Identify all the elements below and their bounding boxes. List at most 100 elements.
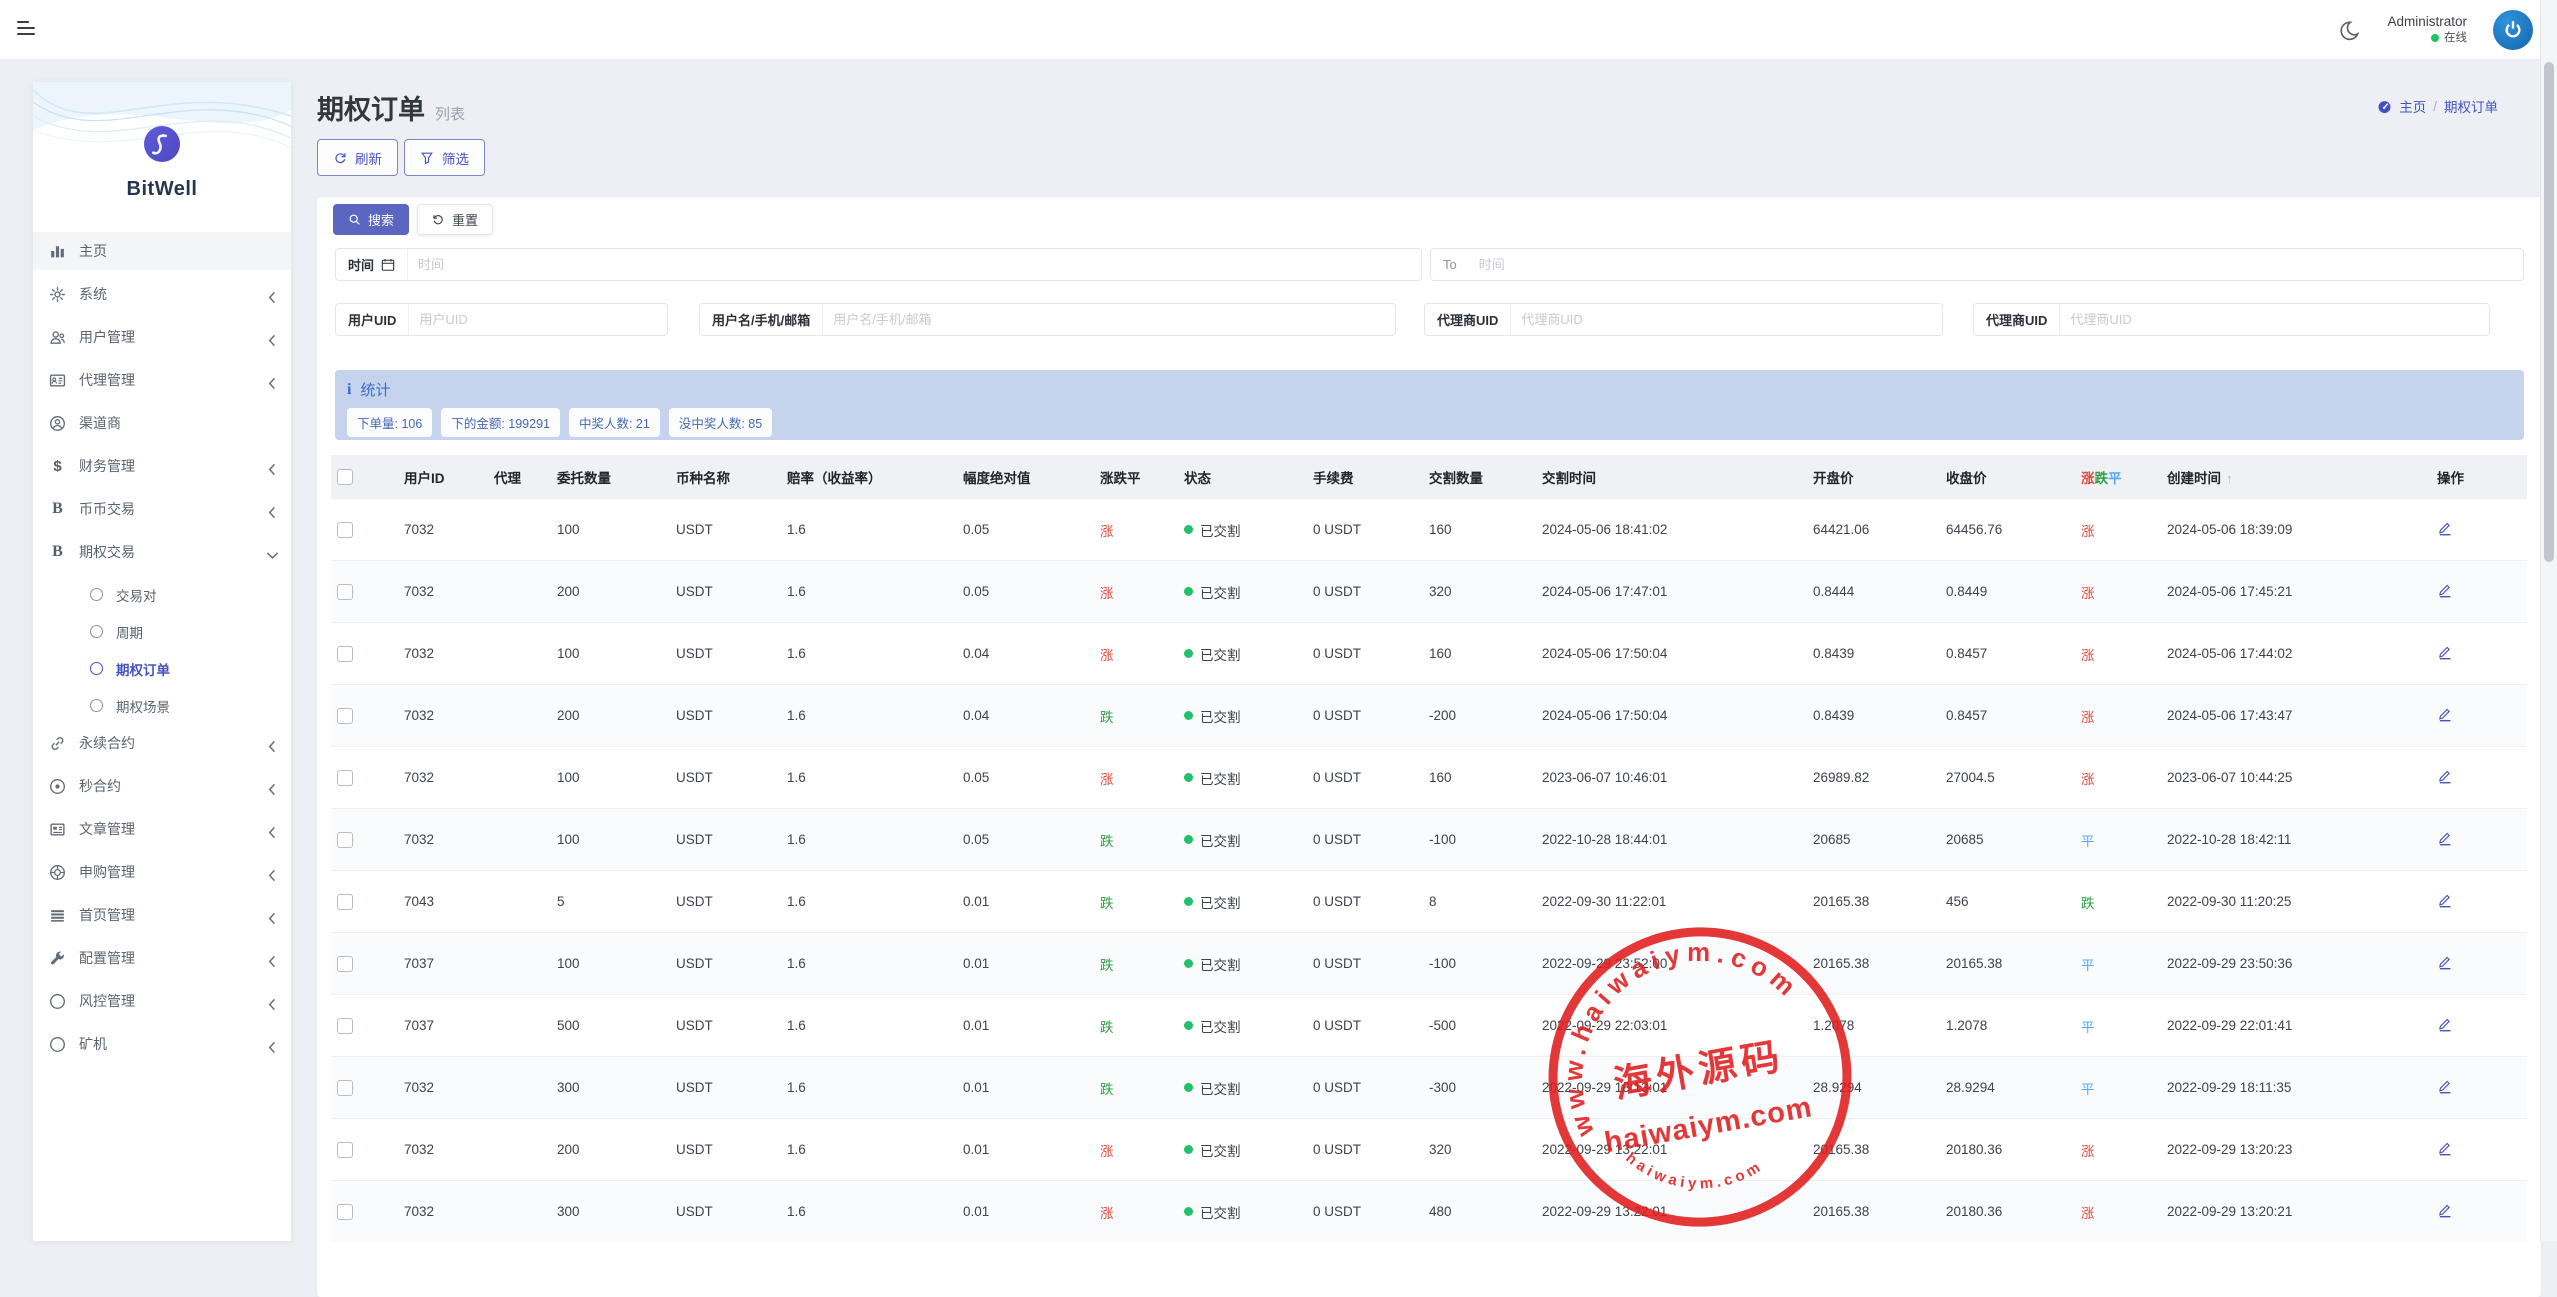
filter-input-user_uid[interactable]	[409, 304, 667, 335]
column-header[interactable]: 收盘价	[1940, 455, 2075, 499]
cell-range: 0.01	[957, 994, 1094, 1057]
search-button[interactable]: 搜索	[333, 204, 410, 235]
edit-order-button[interactable]	[2437, 644, 2453, 661]
row-checkbox[interactable]	[337, 1203, 353, 1220]
row-checkbox[interactable]	[337, 955, 353, 972]
filter-group-user_name: 用户名/手机/邮箱	[699, 303, 1396, 336]
status-dot-icon	[1184, 711, 1193, 720]
dark-mode-icon[interactable]	[2339, 19, 2361, 41]
sidebar-item-risk[interactable]: 风控管理	[33, 982, 291, 1020]
row-checkbox[interactable]	[337, 1079, 353, 1096]
sidebar-subitem-pairs[interactable]: 交易对	[33, 576, 291, 613]
edit-order-button[interactable]	[2437, 706, 2453, 723]
column-header[interactable]: 创建时间 ↑	[2161, 455, 2431, 499]
sidebar-item-finance[interactable]: $ 财务管理	[33, 447, 291, 485]
sidebar-item-home[interactable]: 主页	[33, 232, 291, 270]
row-checkbox[interactable]	[337, 769, 353, 786]
funnel-icon	[420, 151, 434, 165]
sidebar-item-config[interactable]: 配置管理	[33, 939, 291, 977]
row-checkbox[interactable]	[337, 831, 353, 848]
sidebar-subitem-period[interactable]: 周期	[33, 613, 291, 650]
sidebar-item-homepage[interactable]: 首页管理	[33, 896, 291, 934]
sidebar-item-channel[interactable]: 渠道商	[33, 404, 291, 442]
row-checkbox[interactable]	[337, 707, 353, 724]
filter-input-agent_uid_1[interactable]	[1511, 304, 1942, 335]
sidebar-item-spot[interactable]: B 币币交易	[33, 490, 291, 528]
edit-order-button[interactable]	[2437, 954, 2453, 971]
row-checkbox[interactable]	[337, 1141, 353, 1158]
user-name: Administrator	[2387, 14, 2467, 30]
sidebar-item-subscribe[interactable]: 申购管理	[33, 853, 291, 891]
sidebar-subitem-label: 周期	[116, 625, 143, 641]
edit-order-button[interactable]	[2437, 1202, 2453, 1219]
edit-order-button[interactable]	[2437, 1016, 2453, 1033]
user-avatar[interactable]	[2493, 9, 2533, 50]
sidebar-item-miner[interactable]: 矿机	[33, 1025, 291, 1063]
sort-asc-icon[interactable]: ↑	[2226, 470, 2233, 486]
reset-button[interactable]: 重置	[417, 204, 494, 235]
sidebar-item-agents[interactable]: 代理管理	[33, 361, 291, 399]
select-all-checkbox[interactable]	[337, 468, 353, 485]
sidebar-item-system[interactable]: 系统	[33, 275, 291, 313]
menu-toggle-icon[interactable]	[17, 21, 35, 36]
filter-input-agent_uid_2[interactable]	[2060, 304, 2489, 335]
column-header[interactable]: 操作	[2431, 455, 2527, 499]
cell-range: 0.05	[957, 808, 1094, 871]
column-header[interactable]: 交割时间	[1536, 455, 1807, 499]
cell-coin: USDT	[670, 746, 781, 809]
vertical-scrollbar[interactable]	[2540, 0, 2557, 1241]
refresh-icon	[333, 151, 347, 165]
user-info[interactable]: Administrator 在线	[2387, 13, 2467, 45]
column-header[interactable]: 委托数量	[551, 455, 670, 499]
column-header[interactable]: 开盘价	[1807, 455, 1940, 499]
sidebar-subitem-option-scene[interactable]: 期权场景	[33, 687, 291, 724]
cell-close-price: 1.2078	[1940, 994, 2075, 1057]
row-checkbox[interactable]	[337, 583, 353, 600]
edit-order-button[interactable]	[2437, 1140, 2453, 1157]
column-header[interactable]: 用户ID	[398, 455, 488, 499]
cell-agent	[488, 870, 551, 933]
edit-order-button[interactable]	[2437, 892, 2453, 909]
sidebar-item-label: 期权交易	[79, 544, 135, 560]
row-checkbox[interactable]	[337, 893, 353, 910]
column-header[interactable]: 交割数量	[1423, 455, 1536, 499]
breadcrumb-home[interactable]: 主页	[2399, 100, 2427, 115]
edit-order-button[interactable]	[2437, 768, 2453, 785]
column-header[interactable]: 代理	[488, 455, 551, 499]
sidebar-item-perpetual[interactable]: 永续合约	[33, 724, 291, 762]
column-header[interactable]: 幅度绝对值	[957, 455, 1094, 499]
column-header[interactable]: 状态	[1178, 455, 1307, 499]
refresh-button[interactable]: 刷新	[317, 139, 398, 176]
row-checkbox[interactable]	[337, 645, 353, 662]
cell-uid: 7032	[398, 560, 488, 623]
column-header[interactable]: 涨跌平	[1094, 455, 1178, 499]
cell-odds: 1.6	[781, 684, 957, 747]
reset-icon	[432, 213, 445, 226]
edit-order-button[interactable]	[2437, 1078, 2453, 1095]
sidebar-item-options[interactable]: B 期权交易	[33, 533, 291, 571]
edit-order-button[interactable]	[2437, 830, 2453, 847]
filter-input-user_name[interactable]	[823, 304, 1395, 335]
row-checkbox[interactable]	[337, 1017, 353, 1034]
sidebar-item-label: 系统	[79, 286, 107, 302]
sidebar-item-seconds[interactable]: 秒合约	[33, 767, 291, 805]
edit-order-button[interactable]	[2437, 582, 2453, 599]
column-header[interactable]: 手续费	[1307, 455, 1423, 499]
status-dot-icon	[1184, 1083, 1193, 1092]
scrollbar-thumb[interactable]	[2544, 62, 2554, 562]
filter-input-time_to[interactable]	[1468, 249, 2523, 280]
sidebar-item-users[interactable]: 用户管理	[33, 318, 291, 356]
column-header[interactable]: 涨跌平	[2075, 455, 2161, 499]
breadcrumb-current[interactable]: 期权订单	[2444, 100, 2498, 115]
sidebar-item-articles[interactable]: 文章管理	[33, 810, 291, 848]
column-header[interactable]: 赔率（收益率）	[781, 455, 957, 499]
row-checkbox[interactable]	[337, 521, 353, 538]
filter-input-time_from[interactable]	[408, 249, 1421, 280]
filter-button[interactable]: 筛选	[404, 139, 485, 176]
column-header[interactable]: 币种名称	[670, 455, 781, 499]
cell-open-price: 64421.06	[1807, 498, 1940, 561]
cell-fee: 0 USDT	[1307, 808, 1423, 871]
edit-order-button[interactable]	[2437, 520, 2453, 537]
sidebar-subitem-option-orders[interactable]: 期权订单	[33, 650, 291, 687]
cell-amount: 100	[551, 932, 670, 995]
